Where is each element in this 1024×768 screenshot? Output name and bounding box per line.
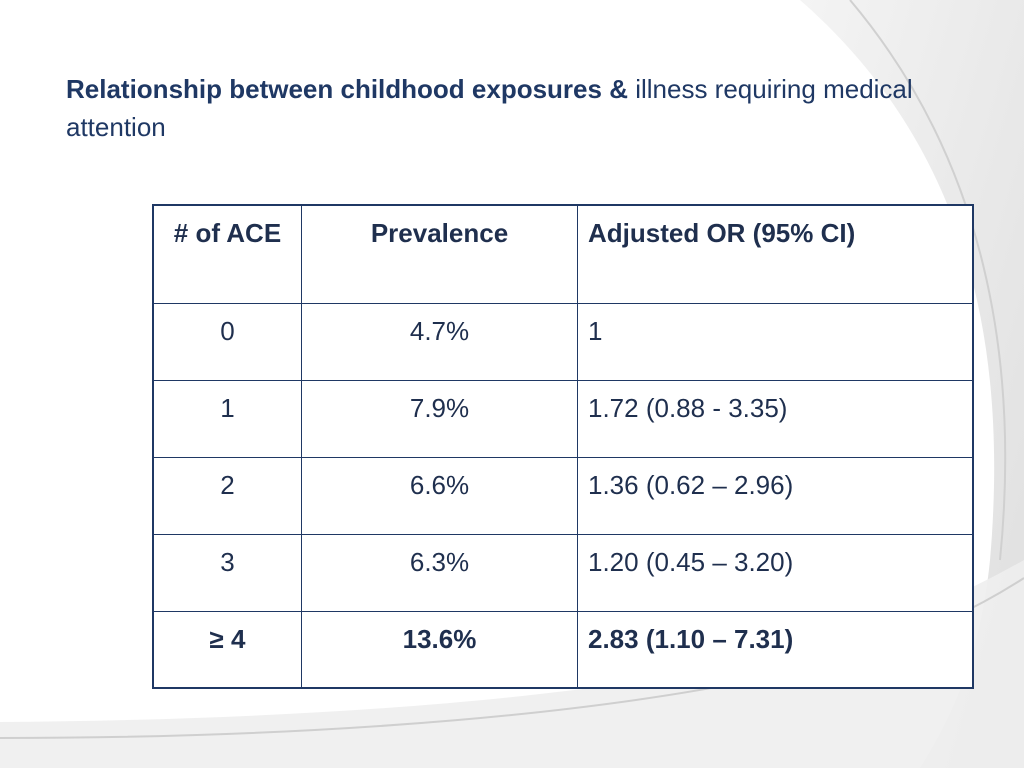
- cell-prevalence: 6.6%: [301, 456, 578, 535]
- cell-adjusted-or: 1.20 (0.45 – 3.20): [577, 533, 974, 612]
- cell-prevalence: 13.6%: [301, 610, 578, 689]
- cell-adjusted-or: 2.83 (1.10 – 7.31): [577, 610, 974, 689]
- slide-title: Relationship between childhood exposures…: [66, 70, 926, 146]
- cell-ace-count: 0: [152, 302, 302, 381]
- header-ace-count: # of ACE: [152, 204, 302, 304]
- cell-prevalence: 7.9%: [301, 379, 578, 458]
- header-prevalence: Prevalence: [301, 204, 578, 304]
- table-row: 0 4.7% 1: [152, 302, 974, 381]
- ace-results-table: # of ACE Prevalence Adjusted OR (95% CI)…: [152, 204, 974, 689]
- cell-ace-count: 2: [152, 456, 302, 535]
- cell-adjusted-or: 1.36 (0.62 – 2.96): [577, 456, 974, 535]
- slide-title-regular: illness requiring medical attention: [66, 74, 913, 142]
- cell-ace-count: 1: [152, 379, 302, 458]
- table-row: 1 7.9% 1.72 (0.88 - 3.35): [152, 379, 974, 458]
- cell-prevalence: 6.3%: [301, 533, 578, 612]
- cell-ace-count: ≥ 4: [152, 610, 302, 689]
- table-header-row: # of ACE Prevalence Adjusted OR (95% CI): [152, 204, 974, 304]
- cell-adjusted-or: 1.72 (0.88 - 3.35): [577, 379, 974, 458]
- table-row: 3 6.3% 1.20 (0.45 – 3.20): [152, 533, 974, 612]
- cell-prevalence: 4.7%: [301, 302, 578, 381]
- table-row-highlight: ≥ 4 13.6% 2.83 (1.10 – 7.31): [152, 610, 974, 689]
- cell-adjusted-or: 1: [577, 302, 974, 381]
- cell-ace-count: 3: [152, 533, 302, 612]
- slide-title-bold: Relationship between childhood exposures…: [66, 74, 628, 104]
- table-row: 2 6.6% 1.36 (0.62 – 2.96): [152, 456, 974, 535]
- header-adjusted-or: Adjusted OR (95% CI): [577, 204, 974, 304]
